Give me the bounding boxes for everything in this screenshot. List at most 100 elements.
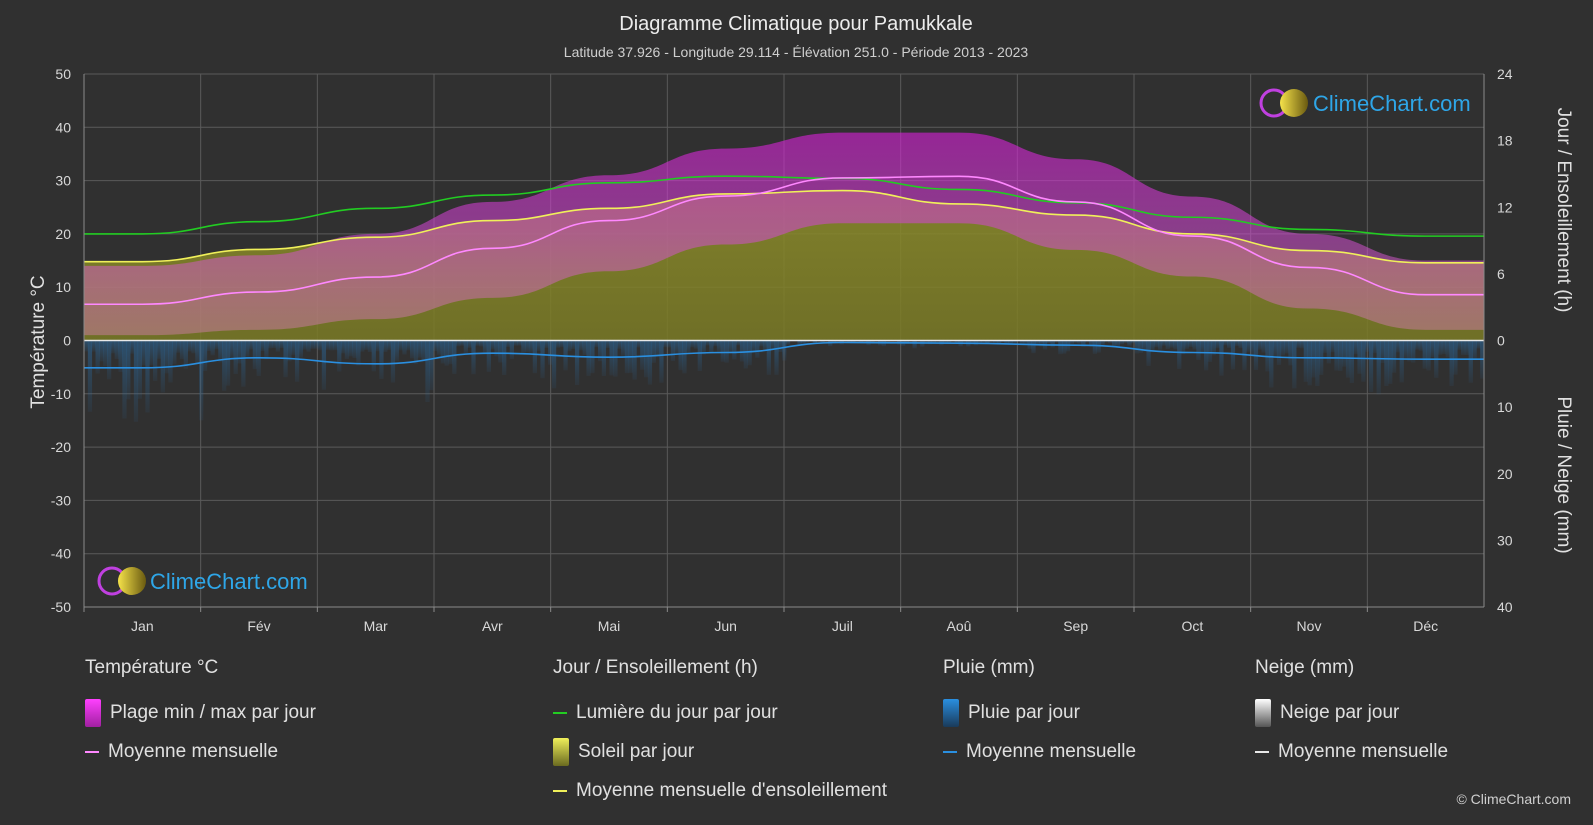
legend-item-rain-mean: Moyenne mensuelle xyxy=(943,732,1136,771)
rain-bar xyxy=(1073,340,1078,343)
rain-bar xyxy=(774,340,779,375)
brand-logo-bottom[interactable]: ClimeChart.com xyxy=(97,566,308,596)
rain-bar xyxy=(805,340,810,343)
rain-bar xyxy=(1188,340,1193,348)
y-right-bottom-tick-label: 10 xyxy=(1497,399,1513,415)
rain-bar xyxy=(640,340,645,370)
rain-bar xyxy=(858,340,864,343)
rain-bar xyxy=(1000,340,1005,343)
rain-bar xyxy=(743,340,748,369)
rain-bar xyxy=(271,340,277,349)
rain-bar xyxy=(1391,340,1397,373)
rain-bar xyxy=(996,340,1002,345)
daylight-swatch xyxy=(553,711,567,714)
y-right-top-tick-label: 6 xyxy=(1497,266,1505,282)
rain-bar xyxy=(294,340,300,382)
y-right-top-label: Jour / Ensoleillement (h) xyxy=(1553,108,1574,313)
rain-bar xyxy=(705,340,710,346)
rain-bar xyxy=(544,340,549,348)
rain-bar xyxy=(1338,340,1343,371)
rain-bar xyxy=(137,340,142,399)
rain-bar xyxy=(759,340,764,347)
rain-bar xyxy=(655,340,660,358)
rain-bar xyxy=(1380,340,1385,363)
temp-mean-line xyxy=(84,175,1484,306)
rain-bar xyxy=(1069,340,1074,344)
rain-bar xyxy=(751,340,756,354)
rain-bar xyxy=(1460,340,1466,355)
rain-bar xyxy=(1368,340,1374,392)
rain-bar xyxy=(954,340,959,344)
rain-bar xyxy=(99,340,104,362)
daylight-line xyxy=(83,175,1484,237)
x-tick-label: Mai xyxy=(598,618,621,634)
rain-bar xyxy=(1196,340,1201,360)
x-tick-label: Fév xyxy=(247,618,270,634)
rain-bar xyxy=(421,340,426,362)
rain-bar xyxy=(371,340,376,372)
rain-bar xyxy=(812,340,818,344)
rain-bar xyxy=(1031,340,1036,354)
rain-bar xyxy=(479,340,484,347)
rain-bar xyxy=(268,340,273,349)
rain-bar xyxy=(912,340,917,349)
rain-bar xyxy=(107,340,112,380)
brand-logo-top[interactable]: ClimeChart.com xyxy=(1259,88,1471,118)
rain-bar xyxy=(778,340,783,353)
rain-bar xyxy=(1399,340,1404,383)
rain-bar xyxy=(410,340,415,359)
rain-bar xyxy=(352,340,357,359)
x-tick-label: Oct xyxy=(1181,618,1203,634)
rain-bar xyxy=(970,340,975,344)
rain-bar xyxy=(1296,340,1301,348)
rain-bar xyxy=(1081,340,1086,347)
rain-bar xyxy=(755,340,760,358)
rain-bar xyxy=(1035,340,1040,346)
rain-bar xyxy=(1050,340,1055,348)
rain-bar xyxy=(1173,340,1178,350)
rain-bar xyxy=(126,340,131,400)
rain-bar xyxy=(578,340,584,351)
rain-bar xyxy=(770,340,775,349)
rain-bar xyxy=(260,340,265,352)
rain-bar xyxy=(1054,340,1059,343)
rain-bar xyxy=(1361,340,1366,382)
rain-bar xyxy=(505,340,511,347)
rain-bar xyxy=(440,340,445,364)
rain-bar xyxy=(1180,340,1186,355)
rain-bar xyxy=(935,340,940,343)
y-right-bottom-tick-label: 40 xyxy=(1497,599,1513,615)
rain-bar xyxy=(766,340,771,375)
rain-bar xyxy=(686,340,691,354)
rain-bar xyxy=(279,340,284,349)
rain-bar xyxy=(433,340,438,352)
rain-bar xyxy=(118,340,123,373)
rain-bar xyxy=(1100,340,1105,346)
rain-bar xyxy=(732,340,737,360)
rain-bar xyxy=(678,340,683,371)
rain-bar xyxy=(1449,340,1454,387)
rain-bar xyxy=(985,340,990,345)
logo-sun-icon xyxy=(1280,89,1308,117)
x-tick-label: Nov xyxy=(1297,618,1322,634)
rain-bar xyxy=(1307,340,1312,386)
x-tick-label: Juil xyxy=(832,618,853,634)
rain-bar xyxy=(943,340,948,344)
rain-bar xyxy=(1384,340,1389,387)
rain-swatch xyxy=(943,698,959,727)
rain-bar xyxy=(444,340,449,366)
rain-bar xyxy=(1395,340,1401,353)
rain-bar xyxy=(1154,340,1159,348)
rain-bar xyxy=(1111,340,1117,347)
rain-bar xyxy=(647,340,653,385)
legend-sun-heading: Jour / Ensoleillement (h) xyxy=(553,657,758,678)
rain-bar xyxy=(548,340,553,365)
rain-bar xyxy=(594,340,599,348)
rain-bar xyxy=(1142,340,1147,352)
rain-bar xyxy=(1227,340,1232,348)
rain-bar xyxy=(1062,340,1067,354)
rain-bar xyxy=(302,340,307,350)
chart-title: Diagramme Climatique pour Pamukkale xyxy=(619,13,972,35)
copyright: © ClimeChart.com xyxy=(1456,791,1571,807)
rain-bar xyxy=(1476,340,1481,349)
